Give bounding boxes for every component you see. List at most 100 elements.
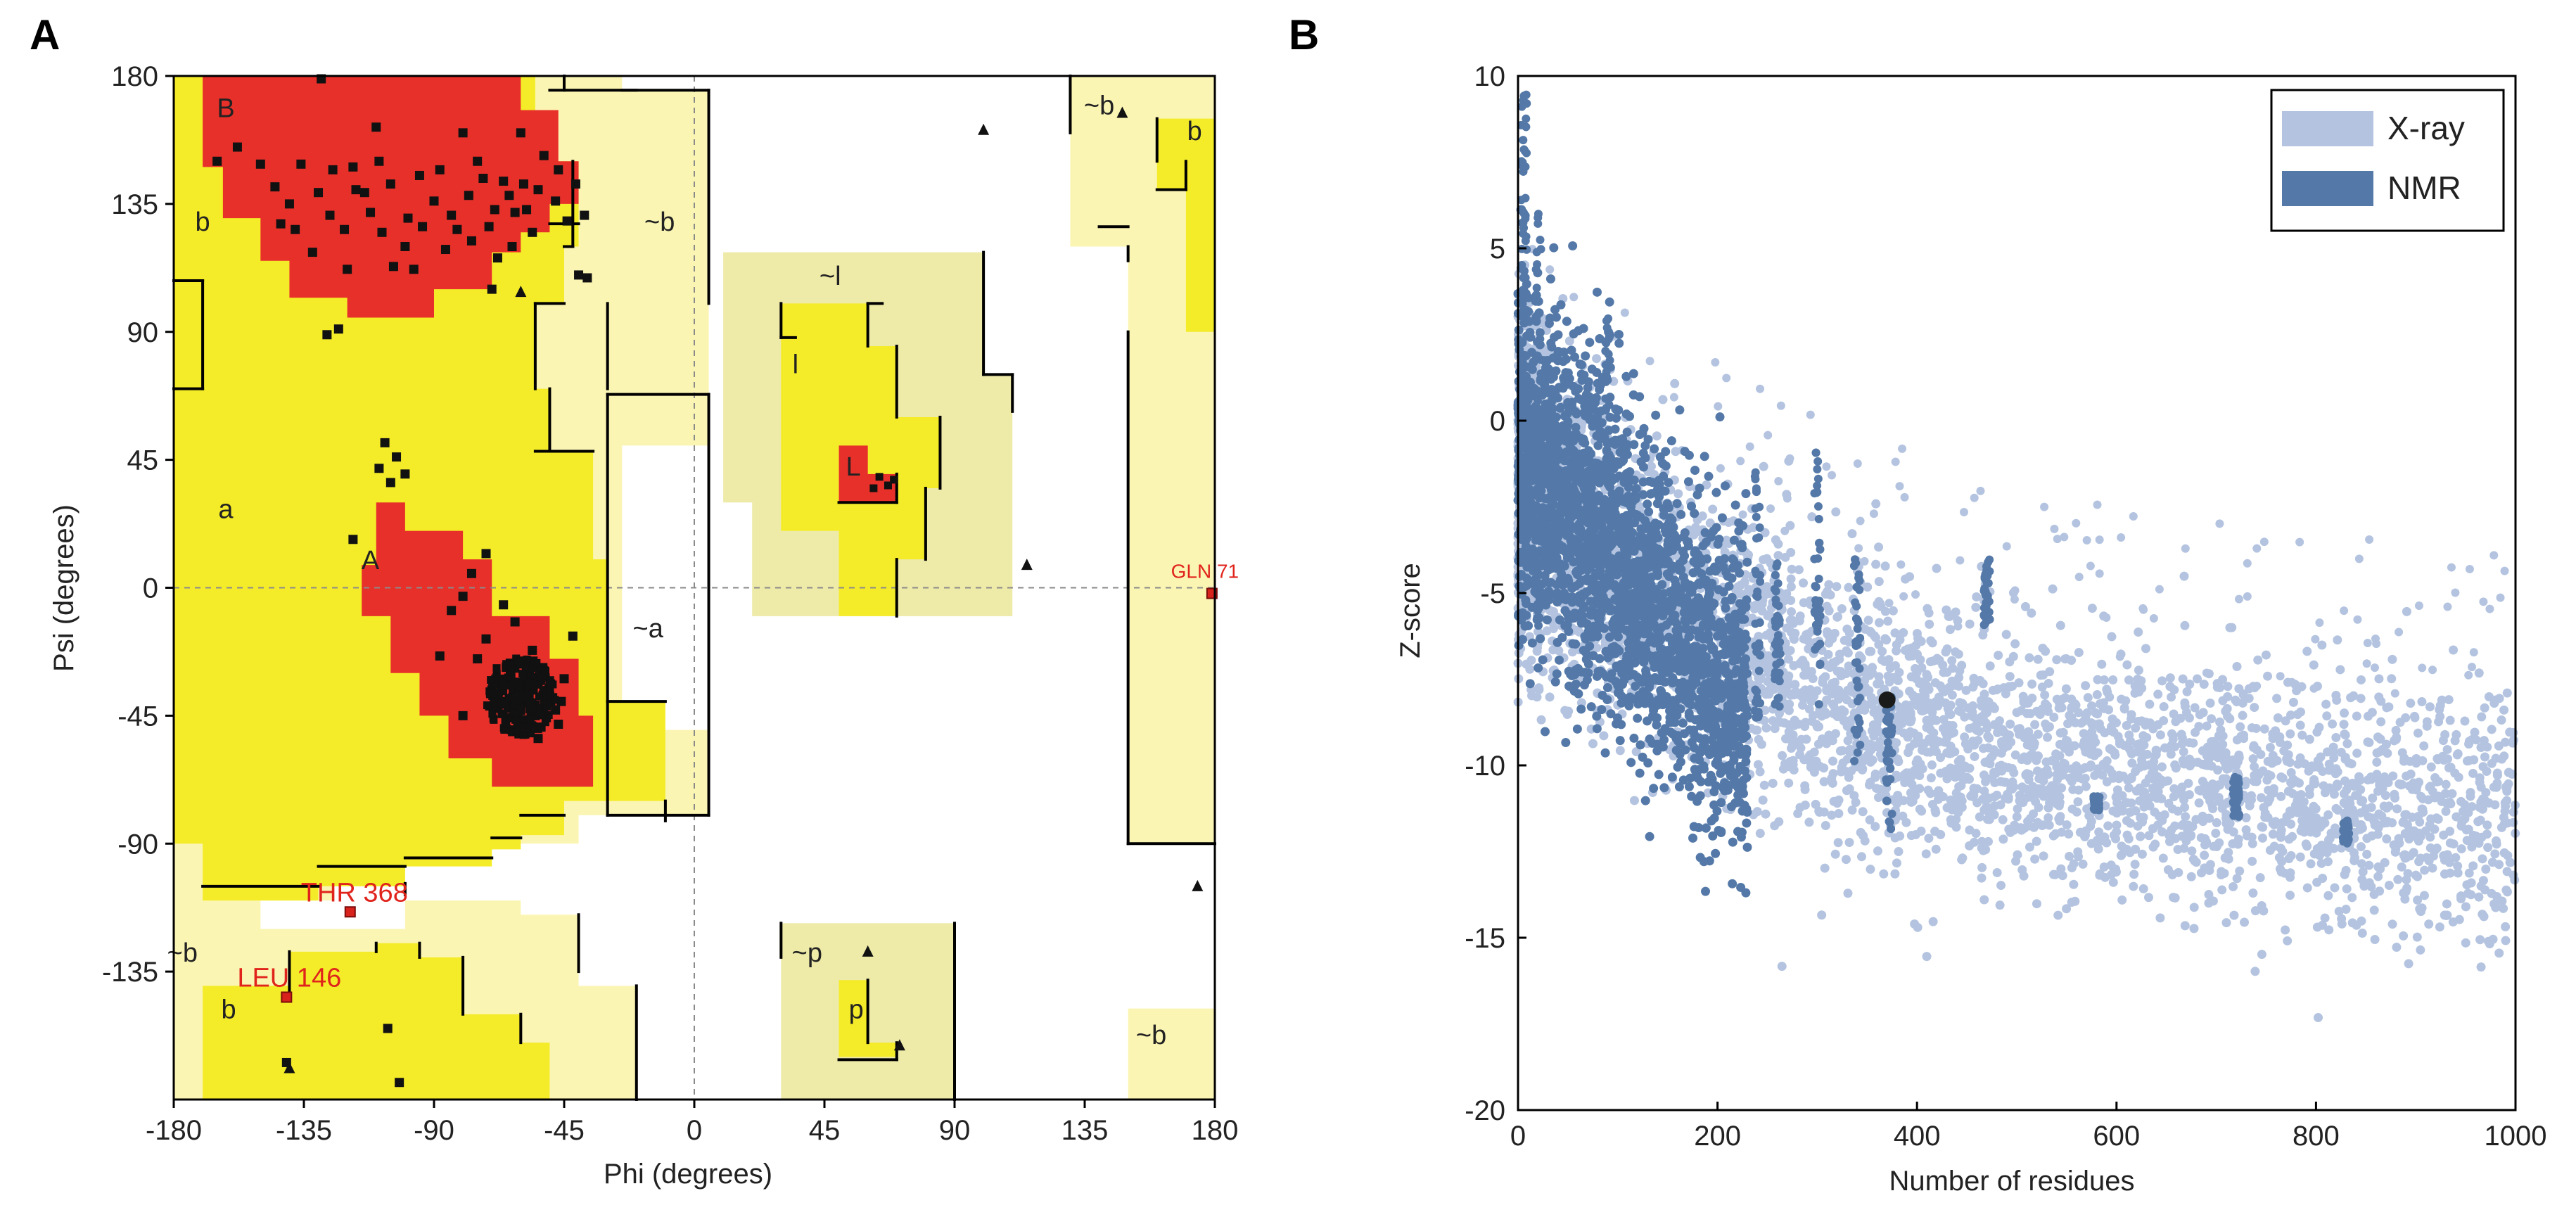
xray-point	[2006, 737, 2016, 747]
xray-point	[2017, 782, 2027, 792]
residue-point	[429, 196, 439, 206]
xray-point	[2450, 768, 2460, 778]
xray-point	[1834, 694, 1844, 704]
xray-point	[1761, 689, 1771, 699]
xray-point	[2339, 789, 2349, 798]
xray-point	[2053, 910, 2063, 920]
xray-point	[2278, 773, 2288, 783]
xray-point	[2430, 846, 2440, 855]
most-favoured-region	[839, 445, 897, 503]
xray-point	[2032, 836, 2041, 846]
xray-point	[2212, 682, 2222, 692]
xray-point	[2082, 536, 2091, 545]
xray-point	[2340, 708, 2349, 718]
xray-point	[2476, 962, 2486, 972]
region-label: ~a	[633, 614, 664, 644]
xray-point	[2202, 751, 2212, 760]
xray-point	[1548, 645, 1558, 655]
xray-point	[1977, 836, 1987, 846]
nmr-point	[1561, 738, 1571, 748]
residue-point	[890, 476, 898, 484]
residue-point	[534, 725, 542, 733]
xray-point	[2435, 712, 2445, 722]
xray-point	[1982, 723, 1992, 733]
xray-point	[2030, 720, 2040, 729]
residue-point	[540, 707, 549, 715]
residue-point	[522, 205, 532, 215]
xray-point	[1972, 719, 1982, 729]
xray-point	[1929, 656, 1939, 665]
xray-point	[2171, 763, 2181, 773]
residue-point	[504, 191, 514, 200]
residue-point	[869, 484, 878, 492]
xray-point	[2374, 674, 2384, 684]
xray-point	[1966, 791, 1976, 801]
xray-point	[2115, 652, 2124, 661]
residue-point	[400, 469, 410, 479]
xray-point	[2027, 608, 2036, 618]
xray-point	[2129, 881, 2138, 891]
xray-point	[2288, 677, 2297, 687]
xray-point	[2002, 542, 2011, 551]
xray-point	[2419, 891, 2429, 900]
xray-point	[2081, 782, 2091, 791]
xray-point	[1797, 734, 1806, 744]
xray-point	[2134, 627, 2143, 637]
xray-point	[1837, 670, 1847, 680]
xray-point	[2413, 728, 2423, 738]
xray-point	[2179, 843, 2189, 853]
xray-point	[2471, 831, 2481, 841]
xray-point	[1670, 378, 1680, 388]
xray-point	[2077, 774, 2087, 784]
xray-point	[2074, 573, 2084, 582]
xray-point	[1806, 750, 1816, 760]
xray-point	[1806, 696, 1816, 706]
xray-point	[2261, 650, 2271, 660]
y-tick-label: -45	[117, 701, 158, 732]
xray-point	[2138, 731, 2148, 741]
residue-point	[533, 734, 543, 744]
xray-point	[2108, 675, 2118, 684]
residue-point	[539, 686, 547, 694]
residue-point	[514, 657, 523, 665]
xray-point	[2445, 715, 2455, 725]
xray-point	[2244, 694, 2254, 703]
xray-point	[2191, 727, 2200, 737]
xray-point	[2240, 917, 2250, 927]
xray-point	[2234, 594, 2243, 604]
xray-point	[1988, 808, 1998, 818]
residue-point	[232, 142, 242, 152]
xray-point	[1972, 725, 1982, 735]
xray-point	[2105, 692, 2115, 702]
xray-point	[1977, 873, 1987, 883]
xray-point	[1923, 604, 1932, 613]
xray-point	[1800, 722, 1810, 732]
xray-point	[1973, 735, 1983, 745]
xray-point	[1527, 691, 1537, 701]
xray-point	[1711, 358, 1720, 367]
xray-point	[1989, 767, 1998, 777]
xray-point	[2102, 756, 2112, 766]
xray-point	[2181, 812, 2191, 822]
xray-point	[1828, 769, 1838, 779]
xray-point	[2370, 934, 2380, 944]
xray-point	[2444, 763, 2454, 772]
xray-point	[1900, 492, 1909, 502]
xray-point	[2083, 693, 2093, 703]
xray-point	[2395, 718, 2405, 727]
xray-point	[2145, 699, 2155, 709]
xray-point	[1879, 869, 1889, 879]
xray-point	[1915, 784, 1925, 794]
xray-point	[2451, 729, 2461, 739]
xray-point	[2170, 893, 2180, 903]
xray-point	[2352, 748, 2362, 758]
xray-point	[2497, 715, 2506, 725]
xray-point	[1868, 668, 1877, 678]
xray-point	[2247, 723, 2257, 733]
xray-point	[2040, 690, 2050, 700]
xray-point	[2065, 851, 2074, 861]
xray-point	[2130, 860, 2140, 869]
residue-point	[527, 699, 535, 708]
xray-point	[2159, 702, 2169, 712]
